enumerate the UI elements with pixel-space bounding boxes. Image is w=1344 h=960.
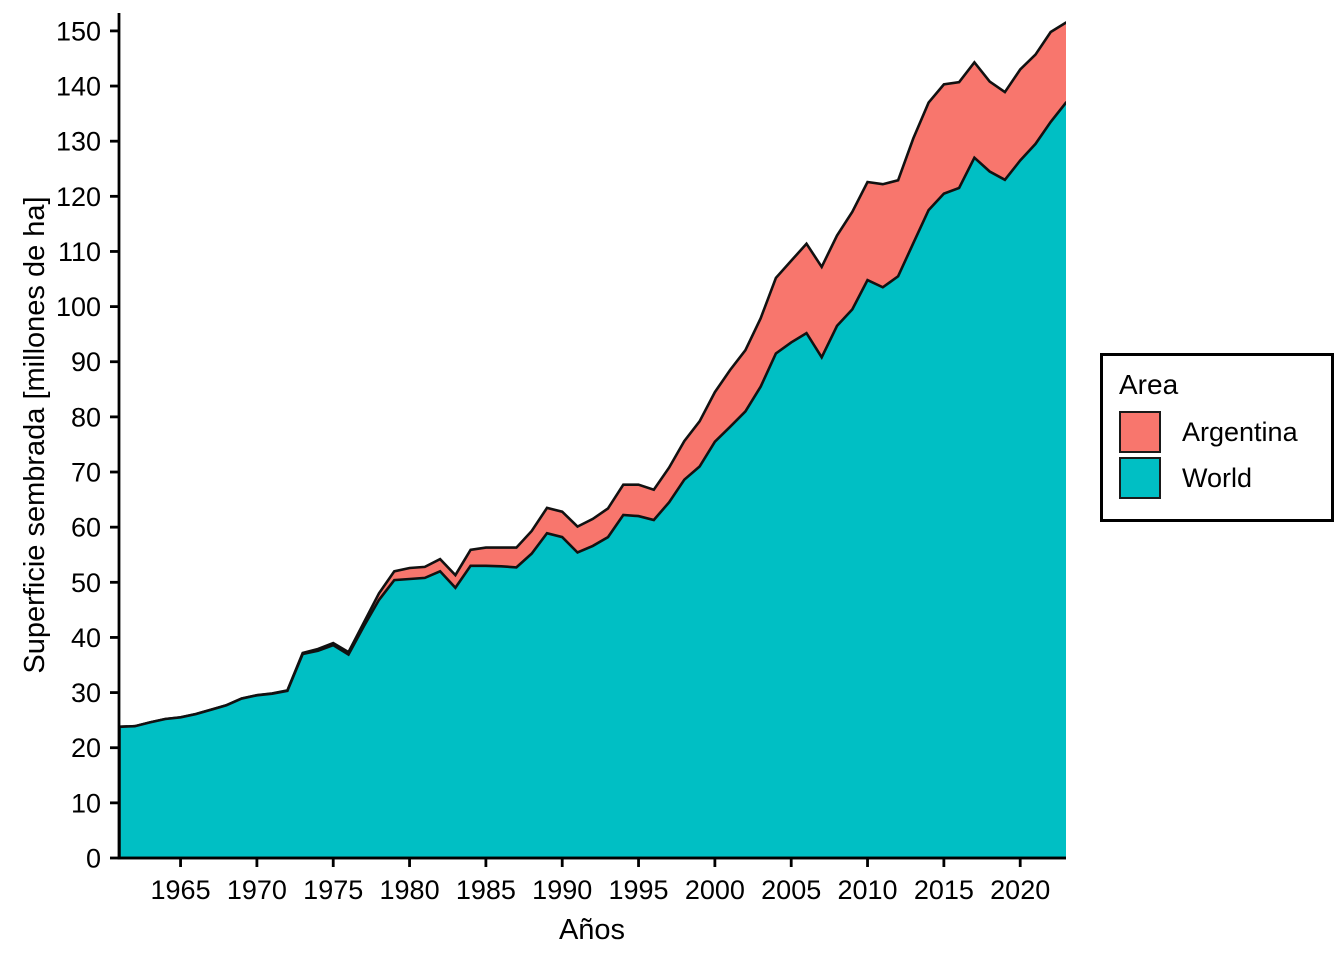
- stacked-areas: [118, 21, 1066, 860]
- y-tick-label: 110: [58, 237, 101, 267]
- y-tick-label: 60: [71, 513, 101, 543]
- y-tick-label: 50: [71, 568, 101, 598]
- axes: 0 10 20 30 40 50 60 70 80 90 100 110 120 130 140 150 196…: [56, 13, 1066, 905]
- x-tick-label: 2015: [914, 875, 974, 905]
- legend-item-argentina: Argentina: [1119, 411, 1323, 453]
- y-tick-label: 30: [71, 678, 101, 708]
- legend-label-argentina: Argentina: [1182, 416, 1298, 447]
- legend-swatch-argentina: [1119, 411, 1161, 453]
- legend-item-world: World: [1119, 457, 1323, 499]
- y-tick-label: 10: [71, 788, 101, 818]
- y-tick-label: 140: [56, 72, 101, 102]
- x-tick-label: 1990: [532, 875, 592, 905]
- y-axis-title: Superficie sembrada [millones de ha]: [19, 196, 51, 673]
- y-tick-label: 120: [56, 182, 101, 212]
- x-tick-label: 1980: [380, 875, 440, 905]
- x-tick-label: 1975: [303, 875, 363, 905]
- area-world: [118, 101, 1066, 860]
- y-tick-label: 20: [71, 733, 101, 763]
- y-tick-label: 90: [71, 347, 101, 377]
- y-tick-label: 80: [71, 402, 101, 432]
- legend-title: Area: [1119, 369, 1179, 400]
- x-tick-label: 2000: [685, 875, 745, 905]
- legend-label-world: World: [1182, 462, 1253, 493]
- legend-swatch-world: [1119, 457, 1161, 499]
- x-tick-label: 1970: [227, 875, 287, 905]
- x-tick-label: 2020: [990, 875, 1050, 905]
- x-tick-label: 2005: [761, 875, 821, 905]
- y-tick-label: 40: [71, 623, 101, 653]
- y-tick-label: 70: [71, 458, 101, 488]
- x-tick-label: 1985: [456, 875, 516, 905]
- x-tick-label: 1965: [151, 875, 211, 905]
- x-tick-label: 1995: [609, 875, 669, 905]
- y-tick-label: 130: [56, 127, 101, 157]
- y-tick-label: 150: [56, 16, 101, 46]
- x-axis-title: Años: [559, 914, 625, 946]
- x-tick-label: 2010: [838, 875, 898, 905]
- y-tick-label: 0: [86, 844, 101, 874]
- y-tick-label: 100: [56, 292, 101, 322]
- legend: Area Argentina World: [1100, 353, 1334, 522]
